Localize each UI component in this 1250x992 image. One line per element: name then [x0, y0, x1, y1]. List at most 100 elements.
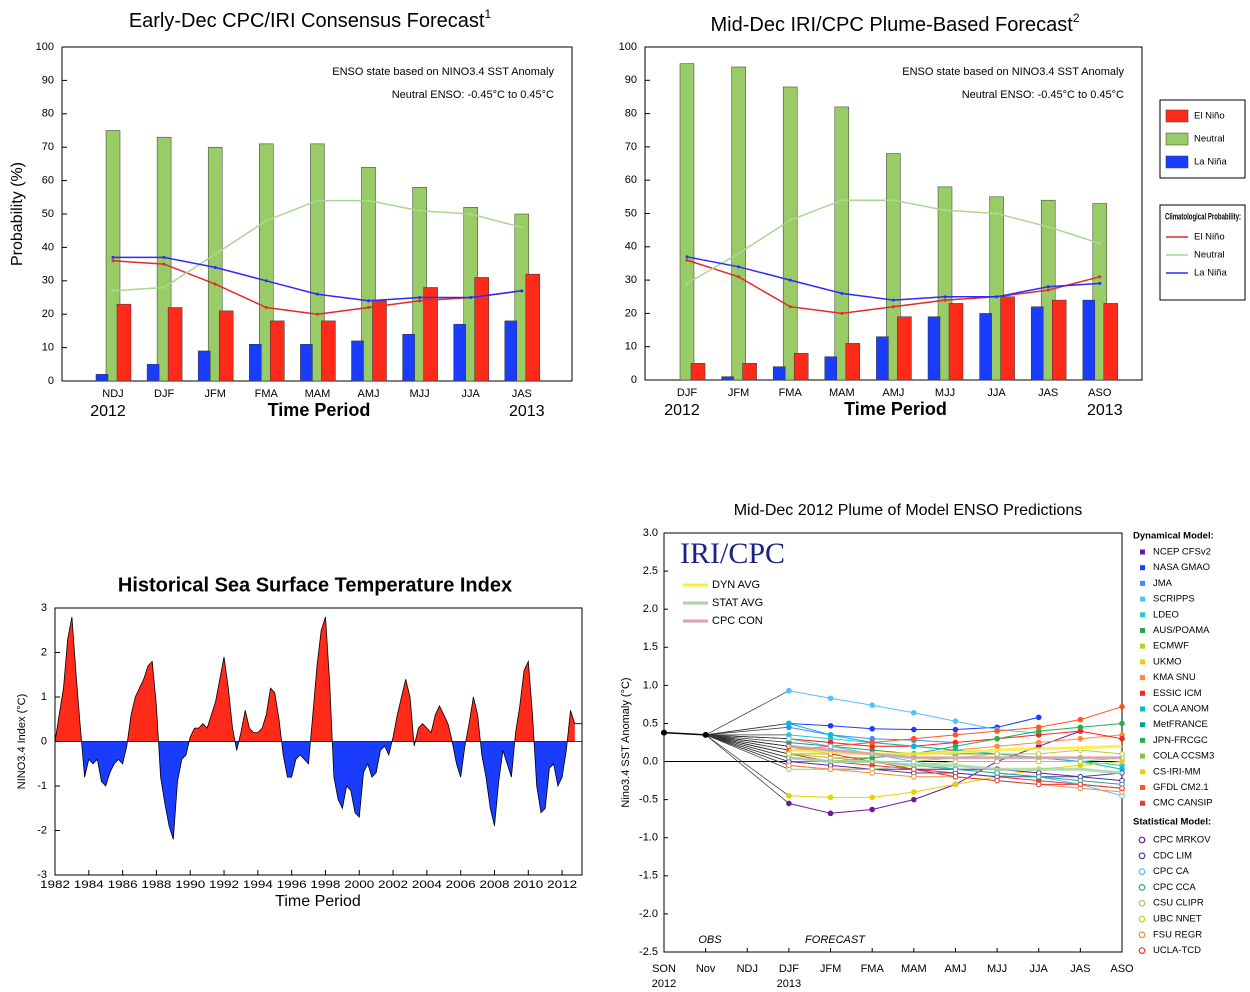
y-tick-label: 0: [631, 374, 637, 386]
model-point: [1077, 716, 1084, 723]
connector: [705, 734, 789, 755]
bar: [1051, 299, 1067, 381]
climatology-point: [891, 305, 895, 309]
legend-marker: [1140, 549, 1145, 555]
climatology-point: [315, 312, 319, 316]
model-point: [911, 773, 917, 780]
y-tick-label: 0.5: [643, 717, 658, 729]
legend-marker: [1140, 643, 1145, 649]
model-point: [1119, 703, 1125, 710]
forecast-label: FORECAST: [805, 934, 866, 946]
legend-marker: [1140, 628, 1145, 633]
title-text: Early-Dec CPC/IRI Consensus Forecast: [129, 10, 485, 32]
bar: [95, 374, 109, 382]
x-tick-label: Nov: [696, 963, 716, 975]
x-tick-label: DJF: [779, 963, 799, 975]
model-point: [1035, 751, 1042, 757]
x-tick-label: 2000: [344, 879, 374, 891]
connector: [705, 734, 789, 740]
y-tick-label: 80: [625, 108, 637, 120]
connector: [705, 734, 789, 751]
climatology-point: [315, 199, 319, 203]
bar: [321, 320, 336, 382]
model-point: [1035, 773, 1042, 780]
bar: [690, 363, 706, 381]
model-point: [1035, 781, 1042, 788]
model-point: [827, 743, 834, 750]
legend-label: SCRIPPS: [1153, 594, 1195, 605]
model-point: [952, 726, 959, 733]
x-axis-label: Time Period: [268, 400, 371, 420]
climatology-point: [943, 298, 947, 302]
climatology-point: [1098, 241, 1102, 245]
y-tick-label: 2.5: [643, 565, 658, 577]
y-tick-label: 40: [625, 241, 637, 253]
model-point: [869, 739, 875, 746]
legend-group: Statistical Model:: [1133, 817, 1211, 828]
legend-label: CMC CANSIP: [1153, 798, 1213, 809]
x-tick-label: AMJ: [358, 388, 380, 400]
bar: [1092, 203, 1108, 381]
bar: [116, 303, 132, 382]
bar: [504, 320, 518, 382]
x-tick-label: ASO: [1088, 387, 1112, 399]
y-tick-label: 20: [42, 308, 54, 320]
y-tick-label: -1.5: [639, 870, 658, 882]
bar: [474, 277, 489, 382]
legend-marker: [1140, 612, 1145, 618]
x-tick-label: MJJ: [935, 387, 955, 399]
annotation: ENSO state based on NINO3.4 SST Anomaly: [902, 66, 1124, 78]
legend-marker: [1140, 675, 1145, 681]
year-label: 2012: [90, 403, 126, 420]
model-point: [827, 794, 834, 801]
climatology-point: [213, 282, 217, 286]
legend-label: COLA CCSM3: [1153, 751, 1214, 762]
model-point: [1119, 751, 1125, 757]
x-tick-label: MJJ: [987, 963, 1007, 975]
chart-title: Mid-Dec 2012 Plume of Model ENSO Predict…: [734, 502, 1083, 519]
y-tick-label: 60: [42, 175, 54, 187]
legend-marker: [1140, 690, 1145, 696]
x-tick-label: MAM: [829, 387, 855, 399]
legend-label: UCLA-TCD: [1153, 945, 1201, 956]
y-tick-label: 2: [41, 646, 47, 658]
x-axis-label: Time Period: [275, 893, 361, 910]
model-point: [911, 758, 917, 765]
model-point: [827, 810, 834, 817]
model-point: [1119, 785, 1125, 792]
bar: [218, 310, 234, 382]
positive-area: [55, 616, 575, 742]
x-tick-label: MAM: [901, 963, 927, 975]
chart-title: Early-Dec CPC/IRI Consensus Forecast1: [129, 7, 492, 32]
legend-marker: [1140, 800, 1145, 806]
model-point: [952, 732, 959, 738]
y-axis-label: NINO3.4 Index (°C): [16, 694, 28, 789]
y-axis-label: Nino3.4 SST Anomaly (°C): [620, 677, 632, 807]
x-tick-label: JJA: [1030, 963, 1049, 975]
legend-label: STAT AVG: [712, 597, 763, 609]
y-tick-label: 3.0: [643, 527, 658, 539]
legend-marker: [1140, 737, 1145, 743]
model-point: [952, 766, 959, 772]
bar: [351, 340, 364, 382]
model-point: [911, 766, 917, 772]
climatology-point: [1098, 281, 1102, 285]
bar: [937, 186, 953, 381]
legend-label: El Niño: [1194, 232, 1225, 243]
bar: [361, 166, 376, 382]
legend-label: JPN-FRCGC: [1153, 735, 1208, 746]
bar: [834, 106, 850, 381]
legend-label: ESSIC ICM: [1153, 688, 1202, 699]
model-line: [788, 744, 1123, 756]
climatology-point: [1046, 225, 1050, 229]
model-point: [1077, 781, 1084, 788]
y-tick-label: -0.5: [639, 794, 658, 806]
y-tick-label: 60: [625, 174, 637, 186]
chart-title: Historical Sea Surface Temperature Index: [118, 574, 512, 596]
x-tick-label: 1996: [277, 879, 307, 891]
y-tick-label: 0: [48, 375, 54, 387]
bar: [525, 273, 541, 382]
legend-marker: [1140, 659, 1145, 665]
y-tick-label: 3: [41, 602, 47, 614]
legend-marker: [1138, 931, 1146, 939]
